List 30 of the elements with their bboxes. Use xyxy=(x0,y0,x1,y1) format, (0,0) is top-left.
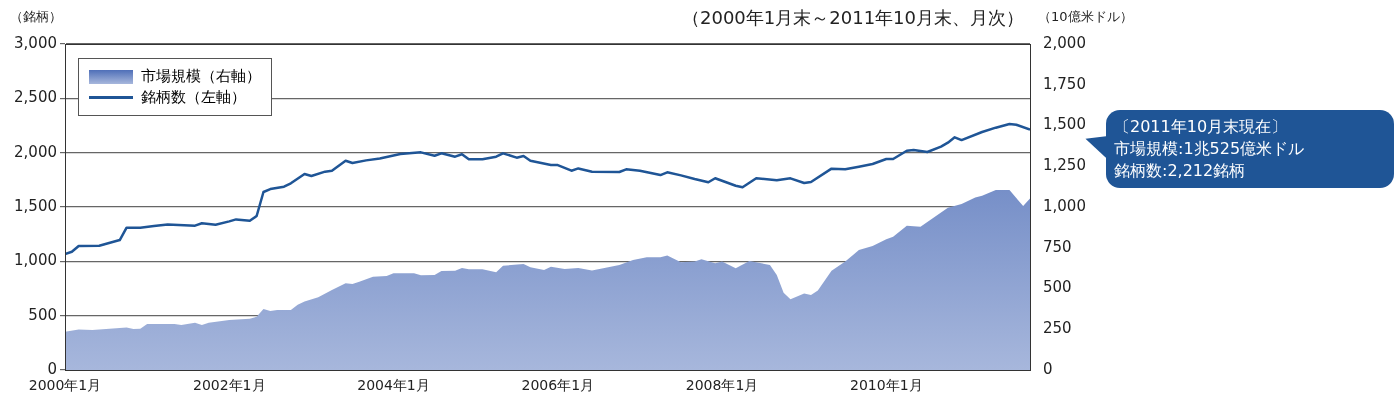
text: 〔2011年10月末現在〕 xyxy=(1114,116,1289,138)
chart-subtitle: （2000年1月末～2011年10月末、月次） xyxy=(682,6,1024,30)
y2-axis-title: （10億米ドル） xyxy=(1038,8,1133,26)
y-tick-label: 1,000 xyxy=(14,251,57,270)
x-tick-label: 2002年1月 xyxy=(192,377,266,394)
y2-tick-label: 1,250 xyxy=(1043,156,1086,175)
y-tick-label: 1,500 xyxy=(14,196,57,215)
y-tick-label: 500 xyxy=(28,305,57,324)
y2-tick-label: 500 xyxy=(1043,278,1072,297)
y2-tick-label: 1,000 xyxy=(1043,196,1086,215)
legend-label: 銘柄数（左軸） xyxy=(141,88,246,107)
y2-tick-label: 1,500 xyxy=(1043,115,1086,134)
y-tick-label: 3,000 xyxy=(14,33,57,52)
x-tick-label: 2006年1月 xyxy=(521,377,595,394)
y-tick-label: 2,000 xyxy=(14,142,57,161)
y2-tick-label: 2,000 xyxy=(1043,33,1086,52)
y-axis-title: （銘柄） xyxy=(10,8,62,26)
text: 銘柄数:2,212銘柄 xyxy=(1114,160,1247,182)
y-tick-label: 0 xyxy=(47,359,57,378)
legend-label: 市場規模（右軸） xyxy=(141,67,261,86)
y2-tick-label: 250 xyxy=(1043,319,1072,338)
y2-tick-label: 0 xyxy=(1043,359,1053,378)
y2-tick-label: 750 xyxy=(1043,237,1072,256)
text: 市場規模:1兆525億米ドル xyxy=(1114,138,1306,160)
y2-tick-label: 1,750 xyxy=(1043,74,1086,93)
x-tick-label: 2008年1月 xyxy=(685,377,759,394)
x-tick-label: 2010年1月 xyxy=(850,377,923,394)
x-tick-label: 2004年1月 xyxy=(357,377,430,394)
y-tick-label: 2,500 xyxy=(14,88,57,107)
x-tick-label: 2000年1月 xyxy=(28,377,102,394)
